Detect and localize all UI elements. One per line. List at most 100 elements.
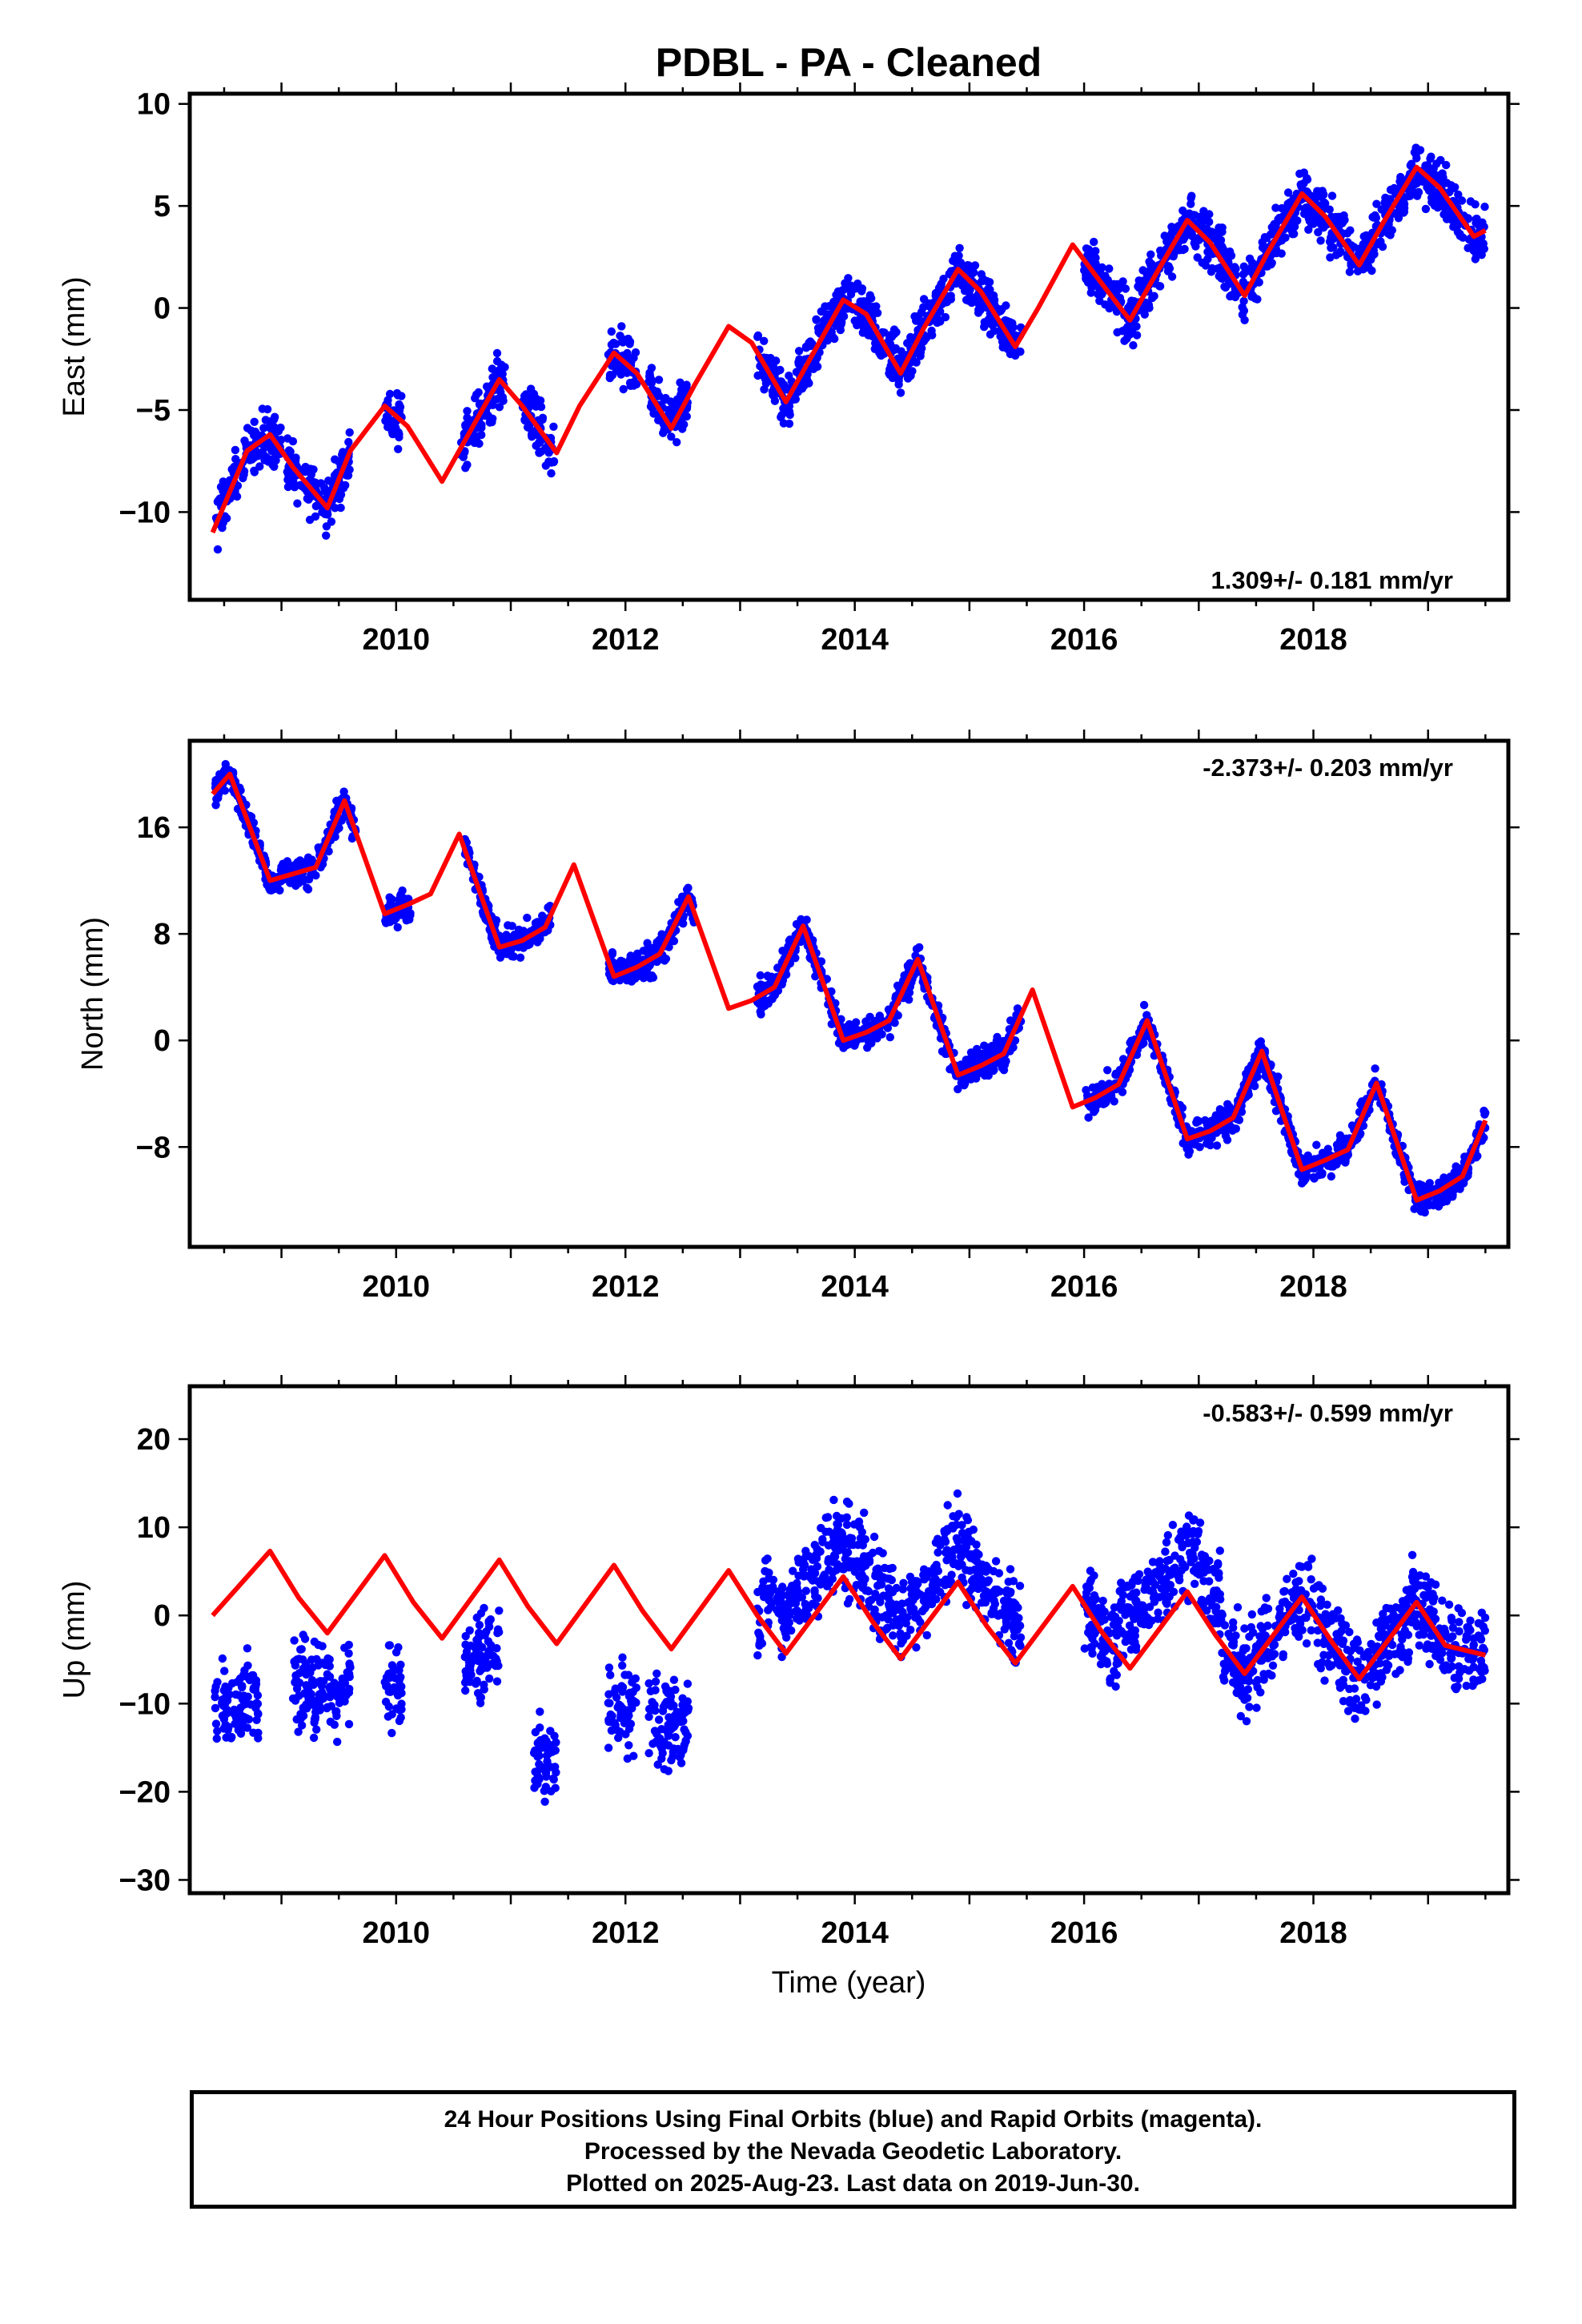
- east-point: [463, 460, 472, 469]
- north-point: [992, 1036, 1002, 1046]
- north-point: [758, 983, 768, 991]
- north-point: [622, 976, 632, 985]
- east-point: [681, 410, 689, 420]
- east-point: [1472, 216, 1481, 226]
- east-point: [239, 470, 248, 479]
- east-point: [1180, 244, 1189, 254]
- east-point: [1165, 264, 1174, 273]
- north-point: [1480, 1110, 1489, 1119]
- east-point: [1399, 207, 1409, 216]
- east-point: [336, 503, 345, 513]
- north-point: [811, 972, 820, 981]
- east-y-tick-label: 5: [154, 190, 171, 223]
- up-point: [331, 1707, 340, 1716]
- east-y-tick-label: −5: [136, 394, 171, 428]
- up-point: [211, 1692, 219, 1702]
- east-point: [1445, 187, 1454, 196]
- east-point: [1118, 277, 1127, 286]
- east-point: [322, 531, 331, 540]
- north-point: [990, 1065, 998, 1075]
- east-point: [1141, 304, 1150, 313]
- north-point: [393, 923, 402, 932]
- up-point: [251, 1686, 260, 1695]
- east-point: [532, 441, 540, 450]
- east-point: [521, 390, 531, 399]
- up-point: [291, 1696, 300, 1705]
- north-point: [802, 915, 811, 924]
- up-point: [395, 1666, 404, 1675]
- east-point: [1319, 199, 1328, 208]
- up-point: [472, 1613, 481, 1622]
- north-point: [778, 947, 787, 955]
- east-point: [1427, 193, 1436, 203]
- north-point: [1203, 1139, 1211, 1148]
- east-point: [341, 480, 350, 490]
- east-point: [760, 336, 769, 345]
- east-point: [495, 403, 504, 412]
- up-points: [211, 1489, 1490, 1806]
- up-point: [211, 1687, 219, 1695]
- east-point: [382, 412, 391, 421]
- east-point: [667, 432, 676, 441]
- east-point: [1267, 259, 1276, 267]
- east-point: [1126, 324, 1134, 332]
- east-point: [660, 425, 669, 434]
- up-point: [392, 1704, 401, 1713]
- up-point: [325, 1693, 335, 1702]
- east-point: [645, 368, 654, 377]
- east-point: [914, 312, 923, 320]
- up-point: [340, 1679, 350, 1687]
- east-point: [1457, 196, 1467, 205]
- up-point: [397, 1682, 406, 1691]
- north-point: [214, 794, 223, 802]
- north-point: [1255, 1039, 1263, 1048]
- east-point: [1006, 318, 1014, 327]
- north-point: [225, 766, 234, 774]
- east-y-tick-label: 10: [137, 88, 171, 122]
- up-point: [211, 1719, 221, 1728]
- east-point: [1193, 253, 1202, 262]
- north-point: [998, 1063, 1007, 1072]
- east-point: [1346, 226, 1355, 235]
- east-point: [395, 400, 404, 409]
- east-point: [268, 456, 277, 465]
- east-point: [535, 448, 544, 457]
- east-point: [1423, 183, 1431, 192]
- east-x-tick-label: 2016: [1050, 623, 1118, 657]
- north-point: [1225, 1103, 1234, 1112]
- north-point: [506, 946, 516, 955]
- up-point: [534, 1746, 543, 1755]
- east-point: [769, 392, 778, 400]
- east-point: [966, 292, 974, 300]
- east-point: [1216, 227, 1225, 235]
- north-point: [1082, 1086, 1090, 1095]
- north-point: [1223, 1108, 1232, 1118]
- north-point: [1118, 1088, 1127, 1096]
- up-point: [492, 1677, 502, 1686]
- north-point: [386, 898, 395, 907]
- east-point: [1314, 227, 1323, 237]
- north-point: [773, 963, 782, 972]
- east-point: [1084, 245, 1094, 254]
- north-point: [1185, 1147, 1195, 1156]
- east-point: [801, 373, 810, 383]
- east-point: [309, 477, 318, 487]
- east-point: [990, 296, 999, 304]
- east-point: [549, 422, 558, 431]
- east-point: [616, 370, 625, 379]
- up-point: [477, 1664, 486, 1673]
- up-point: [462, 1647, 472, 1656]
- north-point: [1002, 1056, 1010, 1066]
- east-y-tick-label: −10: [119, 496, 171, 529]
- east-point: [330, 471, 339, 480]
- north-point: [1013, 1004, 1022, 1013]
- up-point: [325, 1683, 335, 1691]
- up-point: [315, 1706, 324, 1715]
- east-point: [498, 392, 508, 402]
- up-point: [254, 1734, 263, 1743]
- north-point: [644, 963, 652, 972]
- north-point: [390, 915, 399, 925]
- east-point: [837, 318, 846, 327]
- north-point: [275, 886, 284, 895]
